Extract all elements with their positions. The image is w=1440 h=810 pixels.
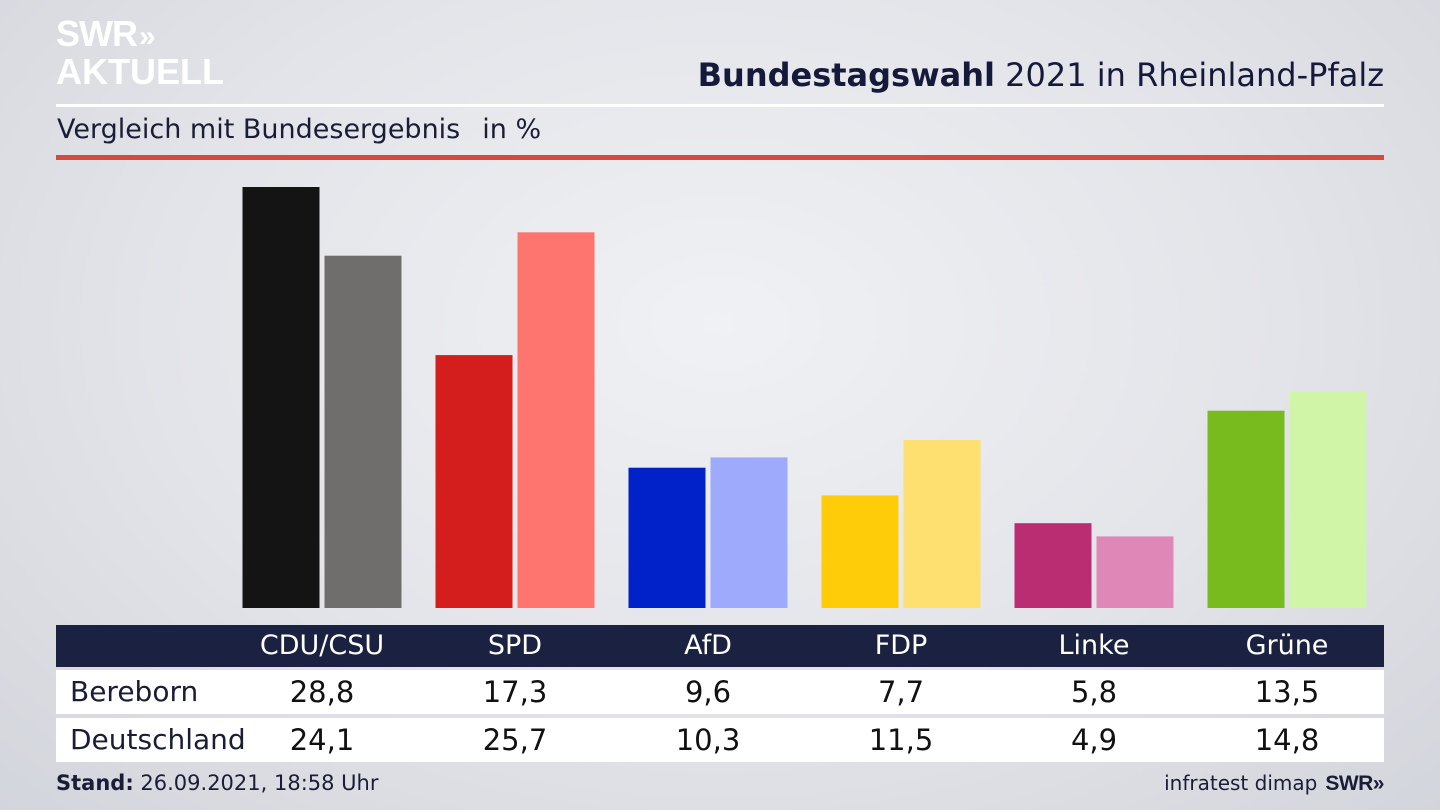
bar-spd-deutschland — [517, 232, 595, 609]
table-cell: 5,8 — [1070, 675, 1118, 709]
bar-grüne-deutschland — [1289, 391, 1367, 608]
header-afd: AfD — [684, 630, 732, 661]
table-cell: 28,8 — [289, 675, 355, 709]
table-cell: 11,5 — [868, 723, 934, 757]
bar-afd-bereborn — [628, 467, 706, 608]
table-header: CDU/CSU SPD AfD FDP Linke Grüne — [56, 625, 1384, 667]
source-text: infratest dimap — [1164, 771, 1318, 795]
table-cell: 4,9 — [1070, 723, 1118, 757]
results-table: CDU/CSU SPD AfD FDP Linke Grüne Bereborn… — [56, 625, 1384, 762]
bar-linke-bereborn — [1014, 523, 1092, 608]
table-cell: 13,5 — [1254, 675, 1320, 709]
header-fdp: FDP — [874, 630, 928, 661]
page-title: Bundestagswahl 2021 in Rheinland-Pfalz — [698, 56, 1384, 94]
unit-label: in % — [482, 114, 542, 145]
header-divider — [56, 104, 1384, 107]
table-cell: 9,6 — [684, 675, 732, 709]
swr-small-logo: SWR» — [1325, 772, 1384, 795]
bar-spd-bereborn — [435, 355, 513, 608]
header-gruene: Grüne — [1245, 630, 1329, 661]
swr-aktuell-logo: SWR» AKTUELL — [56, 13, 224, 92]
header-cdu-csu: CDU/CSU — [259, 630, 385, 661]
title-bold: Bundestagswahl — [697, 56, 995, 94]
row-label: Deutschland — [70, 723, 246, 756]
table-cell: 25,7 — [482, 723, 548, 757]
stand-value: 26.09.2021, 18:58 Uhr — [133, 771, 379, 795]
bar-cdu-csu-bereborn — [242, 187, 320, 608]
title-rest: 2021 in Rheinland-Pfalz — [995, 56, 1384, 94]
table-cell: 7,7 — [877, 675, 925, 709]
table-row: Deutschland 24,1 25,7 10,3 11,5 4,9 14,8 — [56, 718, 1384, 762]
bar-fdp-deutschland — [903, 439, 981, 608]
stand-label: Stand: — [56, 771, 134, 795]
chart-subtitle: Vergleich mit Bundesergebnis in % — [57, 114, 541, 145]
table-cell: 17,3 — [482, 675, 548, 709]
logo-swr-text: SWR — [56, 13, 138, 54]
subtitle-text: Vergleich mit Bundesergebnis — [57, 114, 461, 145]
table-cell: 14,8 — [1254, 723, 1320, 757]
accent-divider — [56, 155, 1384, 160]
bar-grüne-bereborn — [1207, 410, 1285, 608]
bar-afd-deutschland — [710, 457, 788, 608]
bar-cdu-csu-deutschland — [324, 255, 402, 608]
header-linke: Linke — [1058, 630, 1130, 661]
table-cell: 10,3 — [675, 723, 741, 757]
header-spd: SPD — [487, 630, 543, 661]
bar-linke-deutschland — [1096, 536, 1174, 608]
logo-aktuell-text: AKTUELL — [56, 51, 224, 92]
bar-fdp-bereborn — [821, 495, 899, 608]
source-credit: infratest dimap SWR» — [1164, 771, 1384, 796]
table-row: Bereborn 28,8 17,3 9,6 7,7 5,8 13,5 — [56, 670, 1384, 714]
row-label: Bereborn — [70, 675, 199, 708]
timestamp: Stand: 26.09.2021, 18:58 Uhr — [56, 771, 379, 795]
table-cell: 24,1 — [289, 723, 355, 757]
